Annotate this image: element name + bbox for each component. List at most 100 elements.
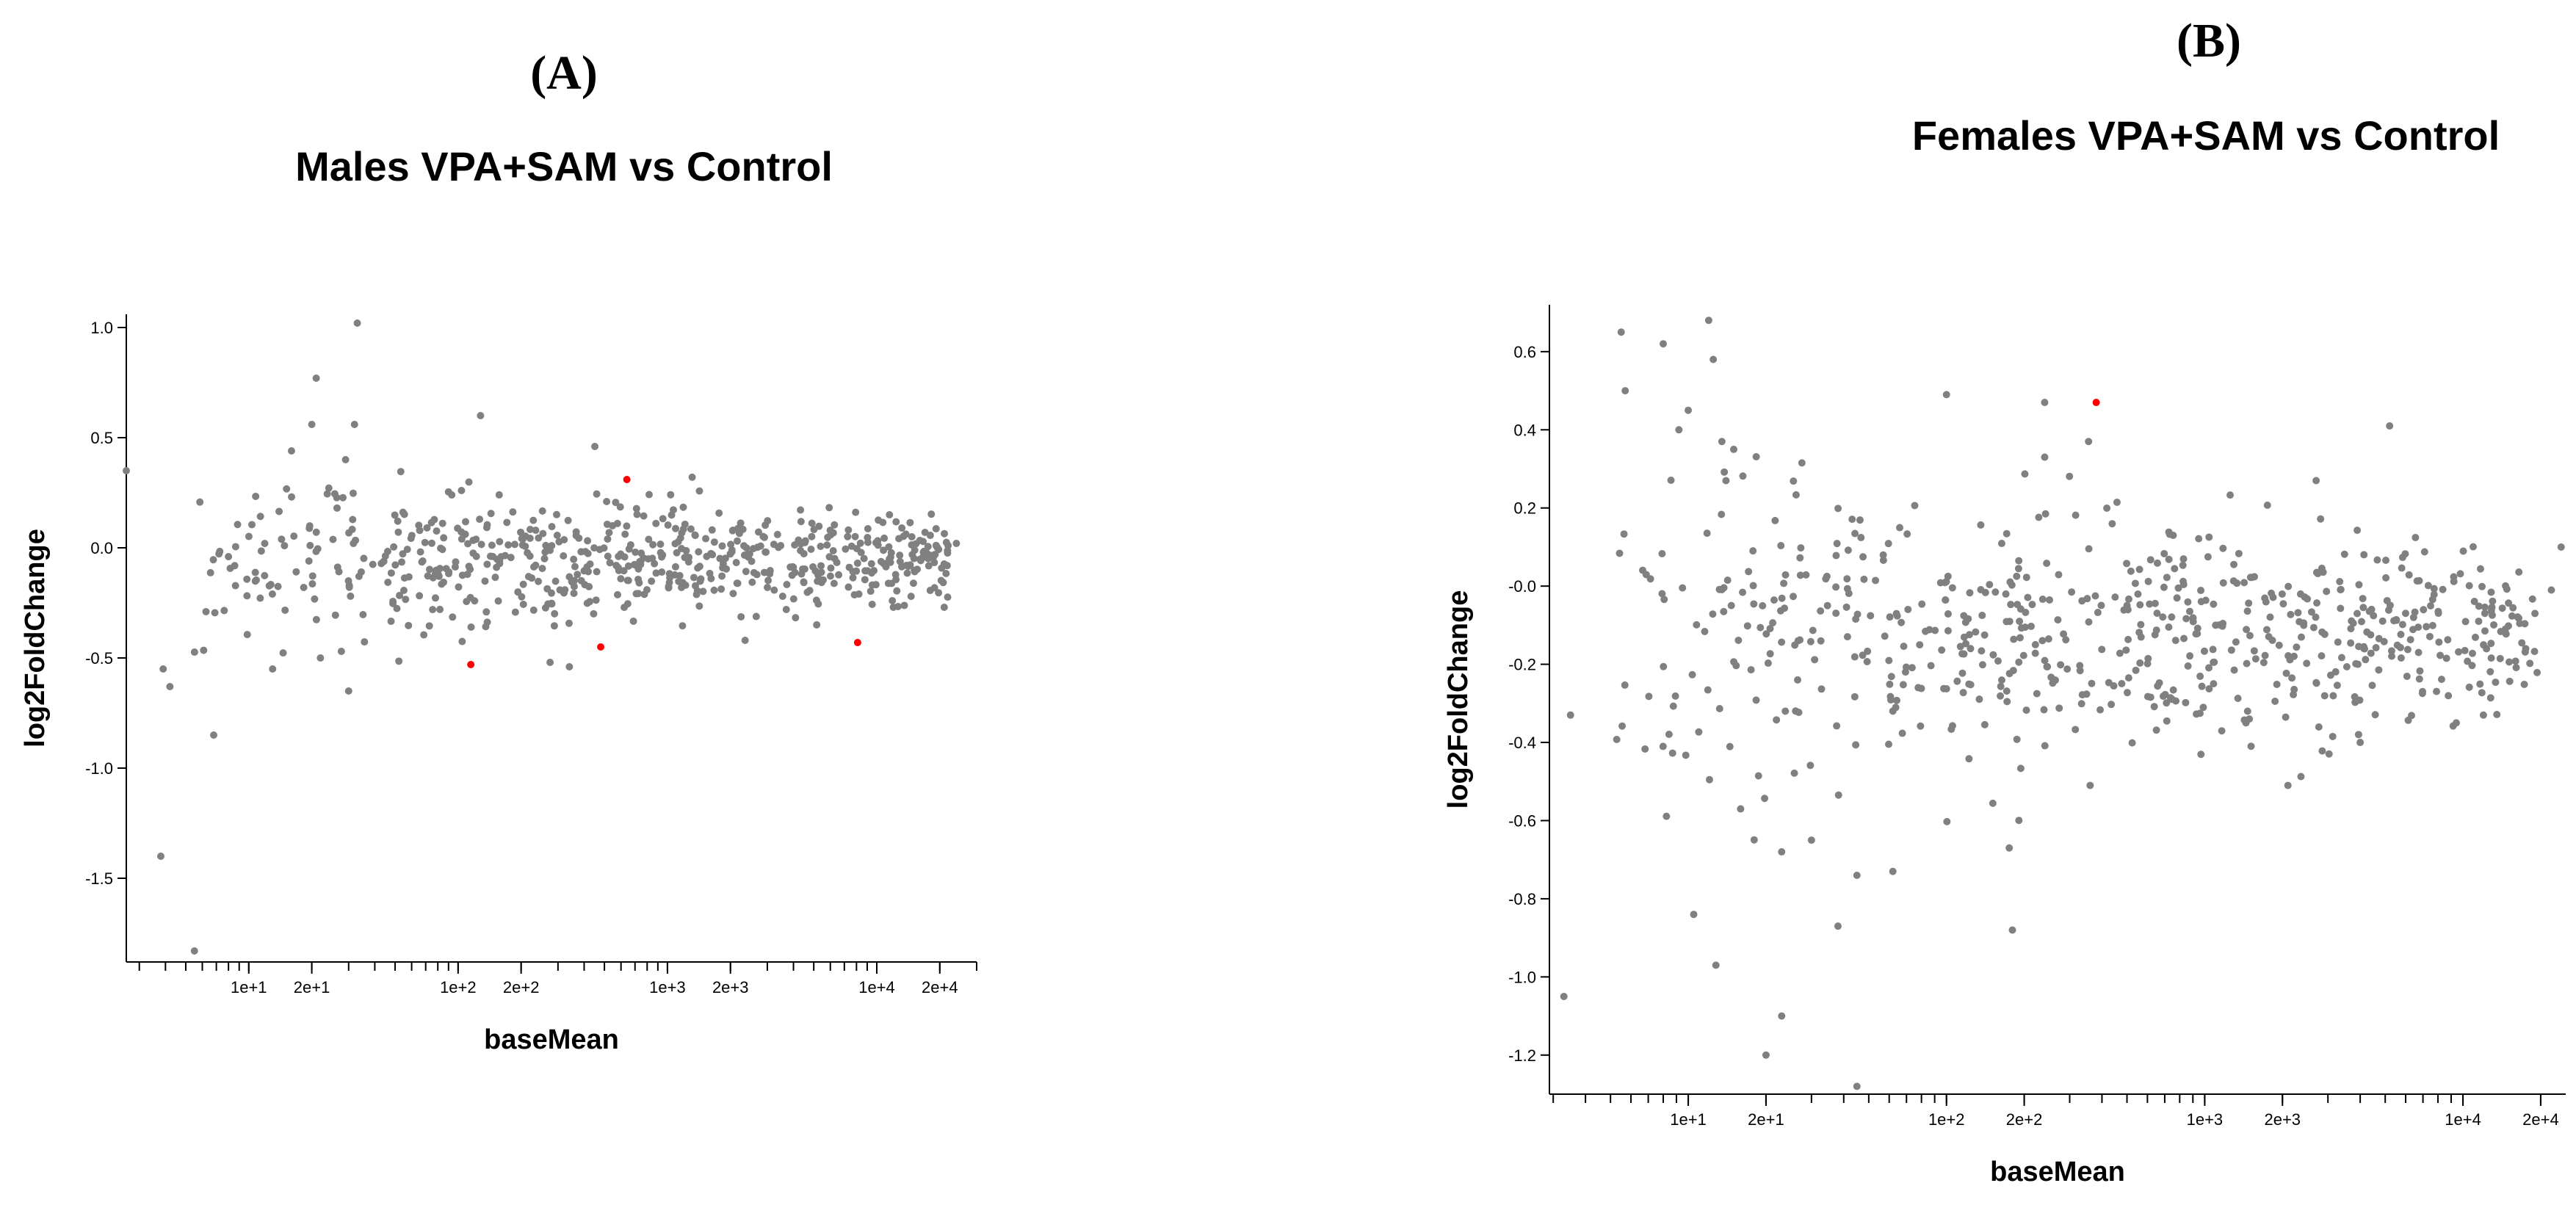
data-point <box>1618 722 1627 730</box>
data-point <box>391 511 399 519</box>
data-point <box>2035 513 2043 521</box>
data-point <box>1964 615 1972 623</box>
data-point <box>1879 556 1887 564</box>
data-point <box>2196 672 2204 680</box>
data-point <box>658 568 666 576</box>
data-point <box>2230 560 2238 568</box>
data-point <box>1792 707 1800 715</box>
data-point <box>560 552 568 560</box>
data-point <box>778 593 786 601</box>
data-point <box>2329 692 2337 700</box>
data-point <box>687 525 695 533</box>
data-point <box>278 535 286 543</box>
data-point <box>912 540 920 548</box>
data-point <box>2110 682 2118 690</box>
data-point <box>1892 703 1900 712</box>
data-point <box>477 540 485 549</box>
data-point <box>2413 577 2421 585</box>
data-point <box>2480 641 2488 649</box>
data-point <box>1889 867 1897 875</box>
data-point <box>2204 553 2212 561</box>
data-point <box>1796 636 1804 644</box>
data-point <box>2144 577 2152 585</box>
x-tick-label: 1e+1 <box>231 978 267 996</box>
data-point <box>584 549 592 557</box>
data-point <box>529 516 538 524</box>
data-point <box>1927 662 1935 670</box>
x-axis-title: baseMean <box>484 1024 619 1055</box>
data-point <box>377 560 386 568</box>
data-point <box>2182 615 2190 623</box>
data-point <box>2479 711 2487 719</box>
data-point <box>2309 623 2318 632</box>
data-point <box>665 570 673 578</box>
data-point <box>1734 636 1743 644</box>
data-point <box>2371 711 2379 719</box>
data-point <box>709 551 717 559</box>
data-point <box>2375 666 2383 674</box>
x-tick-label: 2e+1 <box>1748 1110 1784 1129</box>
data-point <box>2428 596 2436 604</box>
data-point <box>261 540 269 548</box>
data-point <box>252 576 260 584</box>
data-point <box>2334 638 2342 646</box>
data-point <box>952 540 960 547</box>
data-point <box>2098 645 2106 654</box>
data-point <box>528 574 536 582</box>
data-point <box>465 562 473 571</box>
data-point <box>1833 540 1841 548</box>
data-point <box>1965 680 1973 688</box>
data-point <box>2197 750 2205 759</box>
data-point <box>2152 626 2160 634</box>
data-point <box>835 571 843 579</box>
data-point <box>681 520 689 528</box>
data-point <box>2180 634 2188 643</box>
data-point <box>2118 680 2126 688</box>
data-point <box>944 593 952 601</box>
data-point <box>225 553 233 561</box>
data-point <box>1885 656 1893 665</box>
data-point <box>2284 582 2293 590</box>
data-point <box>1770 596 1778 604</box>
data-point <box>2363 628 2371 636</box>
data-point <box>393 604 401 612</box>
data-point <box>2193 629 2201 637</box>
data-point <box>913 565 922 574</box>
data-point <box>585 568 593 576</box>
data-point <box>521 542 529 550</box>
data-point <box>2303 659 2311 668</box>
data-point <box>526 534 534 542</box>
data-point <box>866 587 875 596</box>
data-point <box>1693 621 1701 629</box>
data-point <box>2132 666 2140 674</box>
data-point <box>826 572 834 580</box>
data-point <box>2465 683 2473 691</box>
data-point <box>2015 557 2023 565</box>
data-point <box>2354 609 2362 618</box>
data-point <box>234 521 242 529</box>
data-point <box>496 538 504 546</box>
data-point <box>384 579 392 587</box>
data-point <box>2019 651 2027 659</box>
data-point <box>856 539 864 547</box>
data-point <box>1823 601 1831 609</box>
data-point <box>2165 555 2173 563</box>
data-point <box>1859 651 1867 659</box>
data-point <box>1953 677 1961 685</box>
data-point <box>1703 529 1711 538</box>
data-point <box>2235 549 2243 557</box>
data-point <box>740 542 748 550</box>
data-point <box>2425 632 2434 640</box>
data-point <box>1850 653 1859 661</box>
data-point <box>925 562 933 570</box>
data-point <box>800 579 808 587</box>
data-point <box>2393 641 2401 649</box>
data-point <box>2475 602 2483 610</box>
data-point <box>494 597 502 605</box>
data-points-nonsignificant <box>1613 452 2541 844</box>
data-point <box>886 511 894 518</box>
data-point <box>2088 679 2096 687</box>
scatter-plot-a: 1.0 0.5 0.0 -0.5 -1.0 -1.5 1e+1 2e+1 1e+2 2e+2 1e+… <box>20 314 977 1055</box>
data-point <box>1777 542 1785 550</box>
data-point <box>518 535 526 543</box>
